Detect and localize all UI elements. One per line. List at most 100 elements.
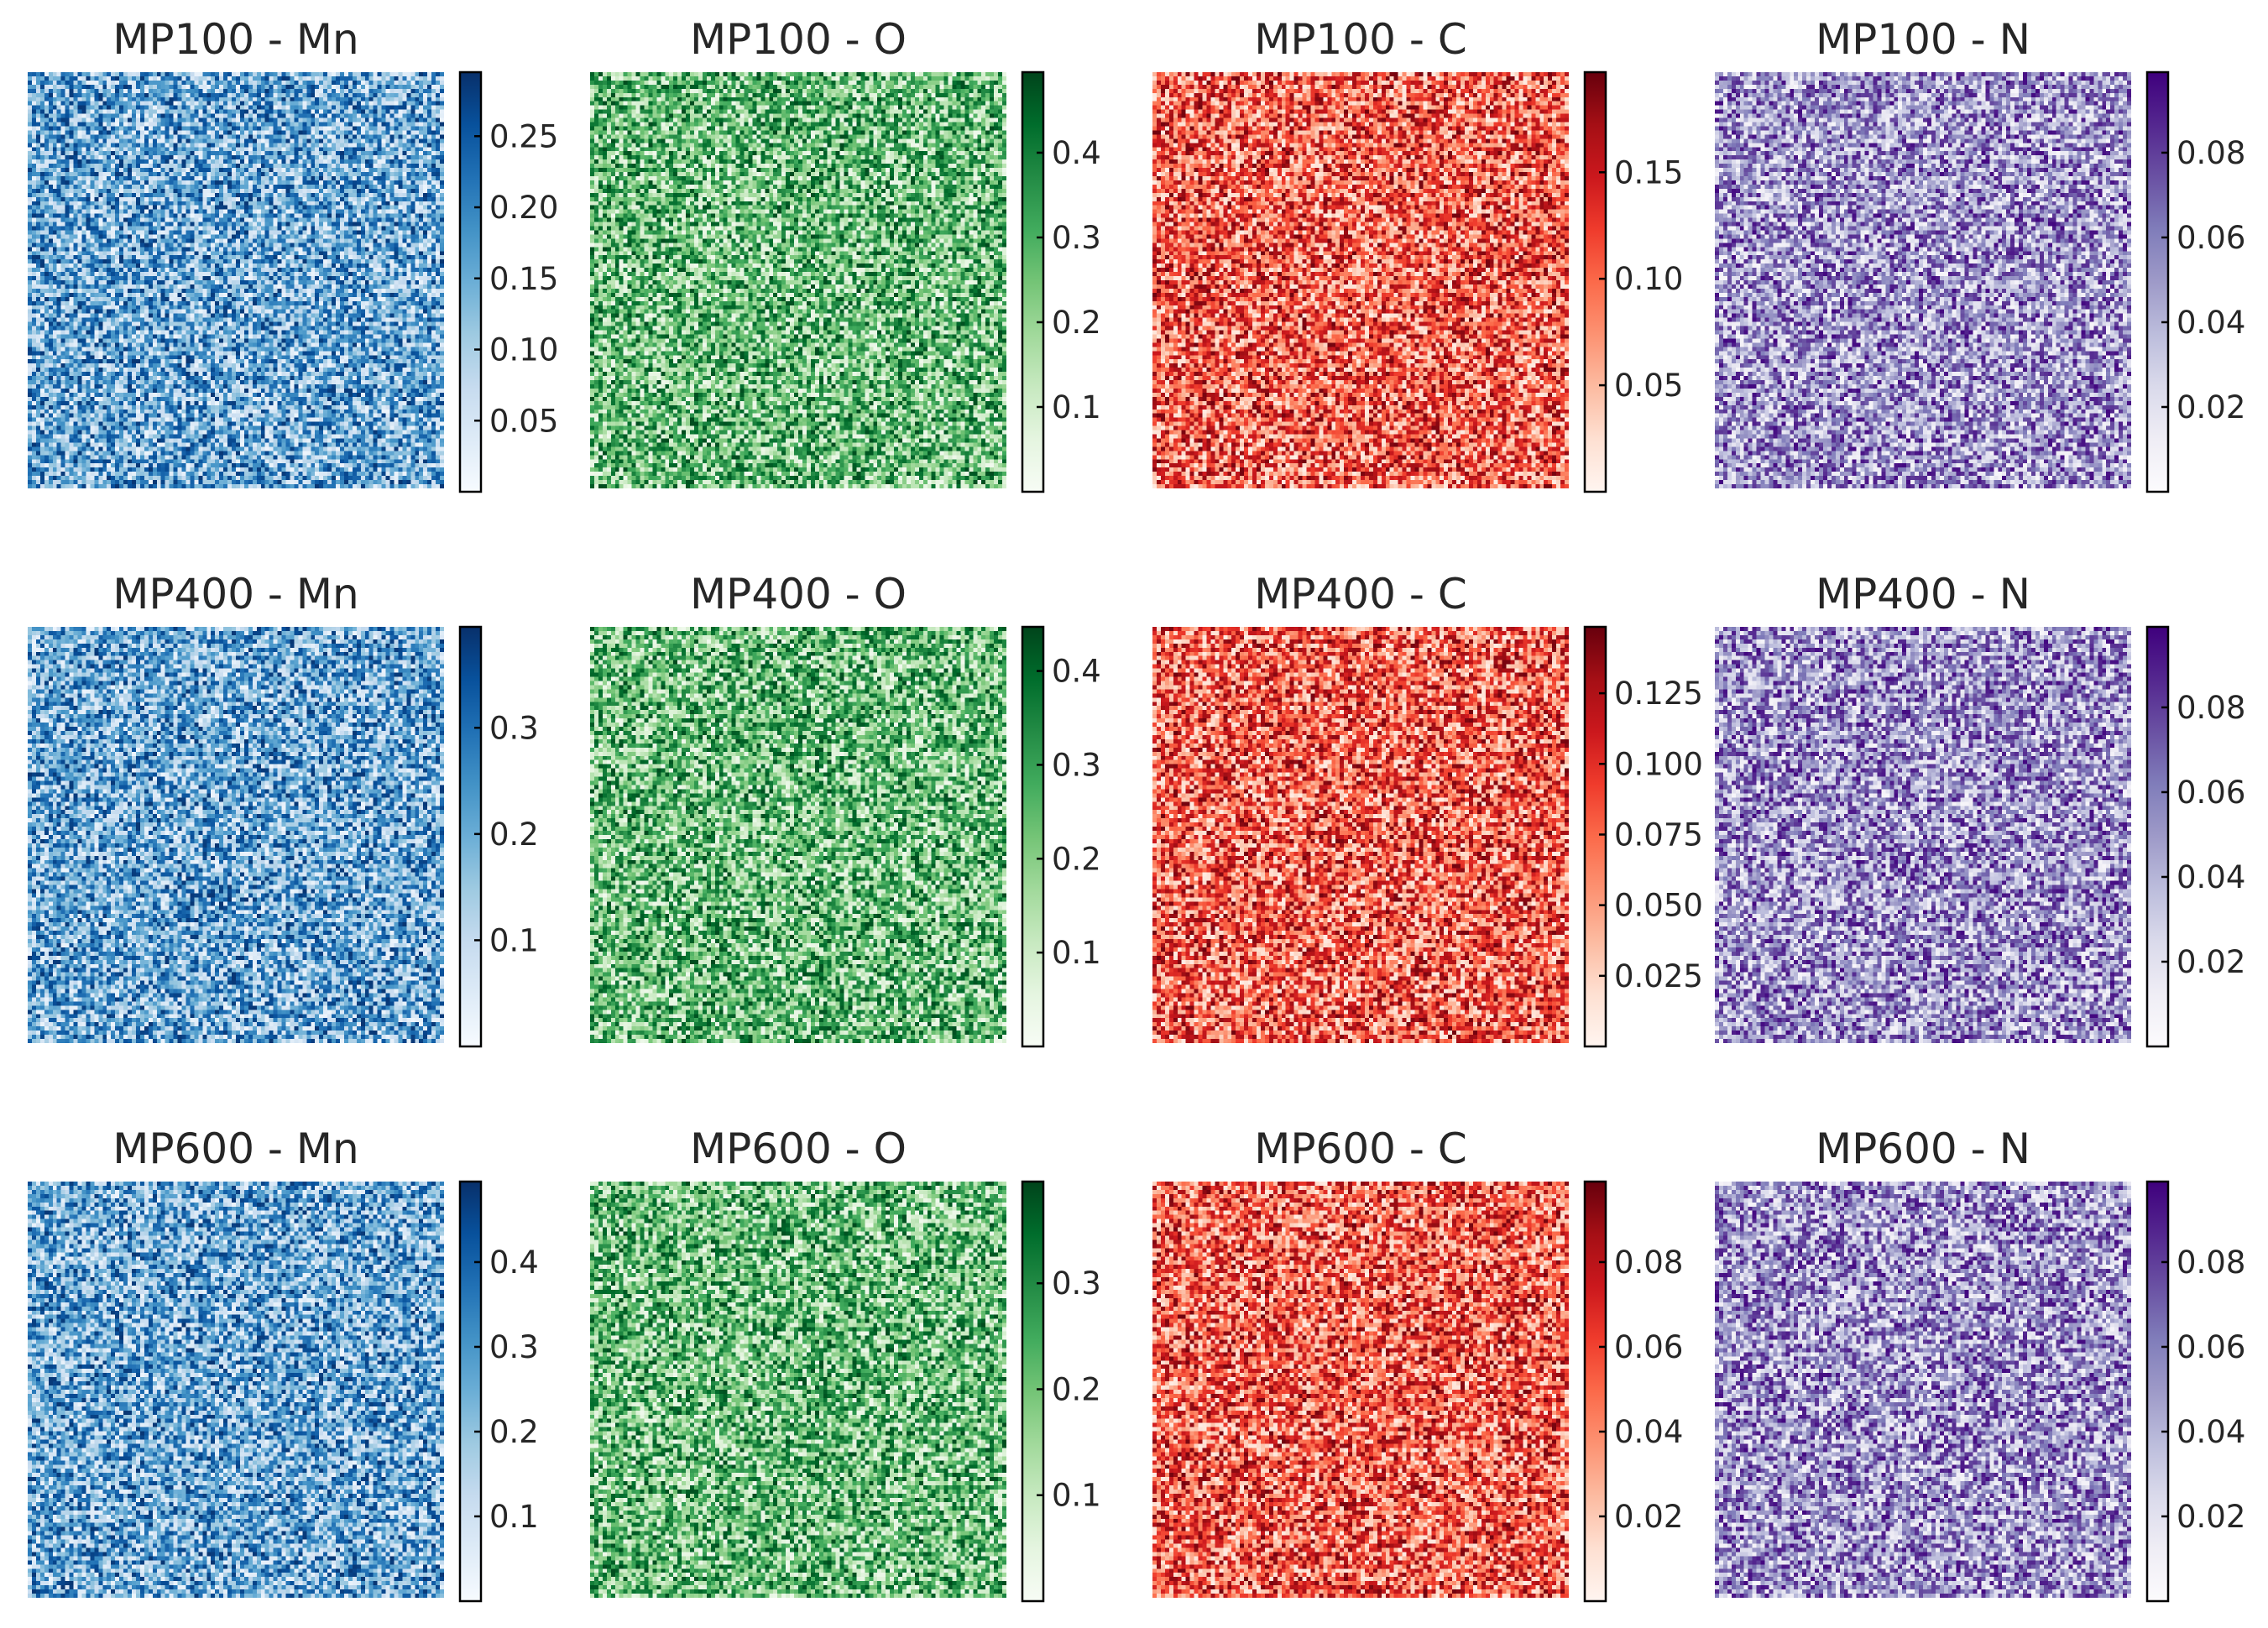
- colorbar: [1022, 72, 1043, 492]
- panel-title: MP400 - Mn: [112, 570, 358, 618]
- colorbar-tick-label: 0.02: [2177, 944, 2245, 980]
- panel-title: MP600 - C: [1254, 1124, 1466, 1173]
- colorbar: [460, 1182, 481, 1601]
- colorbar: [460, 72, 481, 492]
- colorbar-tick-label: 0.04: [2177, 859, 2245, 895]
- colorbar: [2147, 627, 2168, 1046]
- panel-mp600-n: MP600 - N 0.02 0.04 0.06 0.08: [1715, 1124, 2245, 1603]
- colorbar: [2147, 1182, 2168, 1601]
- colorbar: [1585, 72, 1606, 492]
- colorbar-tick-label: 0.2: [1052, 305, 1101, 341]
- colorbar-tick-label: 0.2: [1052, 841, 1101, 877]
- heatmap: [1152, 627, 1569, 1043]
- colorbar: [1022, 1182, 1043, 1601]
- heatmap: [590, 72, 1006, 488]
- colorbar-tick-label: 0.06: [2177, 775, 2245, 811]
- colorbar-frame: [458, 70, 483, 493]
- heatmap: [1715, 627, 2131, 1043]
- panel-title: MP600 - N: [1816, 1124, 2030, 1173]
- colorbar-tick-label: 0.08: [2177, 690, 2245, 726]
- colorbar-tick-label: 0.3: [1052, 747, 1101, 783]
- panel-mp400-n: MP400 - N 0.02 0.04 0.06 0.08: [1715, 570, 2245, 1048]
- colorbar-frame: [2145, 1180, 2170, 1603]
- colorbar-frame: [1583, 1180, 1607, 1603]
- panel-mp600-o: MP600 - O 0.1 0.2 0.3: [590, 1124, 1101, 1603]
- panel-title: MP100 - N: [1816, 15, 2030, 64]
- colorbar: [2147, 72, 2168, 492]
- colorbar-frame: [2145, 70, 2170, 493]
- colorbar-tick-label: 0.4: [1052, 654, 1101, 690]
- colorbar-tick-label: 0.1: [1052, 1478, 1101, 1514]
- colorbar-frame: [2145, 625, 2170, 1048]
- panel-mp400-o: MP400 - O 0.1 0.2 0.3 0.4: [590, 570, 1101, 1048]
- colorbar-tick-label: 0.2: [1052, 1371, 1101, 1407]
- colorbar-frame: [1021, 70, 1045, 493]
- colorbar-frame: [1021, 625, 1045, 1048]
- panel-title: MP100 - Mn: [112, 15, 358, 64]
- panel-title: MP600 - O: [690, 1124, 907, 1173]
- colorbar-tick-label: 0.2: [489, 817, 539, 853]
- colorbar-tick-label: 0.4: [489, 1244, 539, 1281]
- panel-title: MP400 - O: [690, 570, 907, 618]
- colorbar-tick-label: 0.2: [489, 1414, 539, 1450]
- colorbar-tick-label: 0.05: [489, 403, 558, 439]
- heatmap: [28, 627, 444, 1043]
- colorbar-tick-label: 0.1: [489, 1499, 539, 1535]
- panel-mp100-n: MP100 - N 0.02 0.04 0.06 0.08: [1715, 15, 2245, 493]
- colorbar-tick-label: 0.100: [1614, 746, 1703, 782]
- colorbar-tick-label: 0.20: [489, 190, 558, 226]
- colorbar-frame: [458, 625, 483, 1048]
- colorbar-frame: [458, 1180, 483, 1603]
- panel-mp100-mn: MP100 - Mn 0.05 0.10 0.15 0.20 0.25: [28, 15, 558, 493]
- heatmap: [1715, 72, 2131, 488]
- panel-mp400-mn: MP400 - Mn 0.1 0.2 0.3: [28, 570, 539, 1048]
- colorbar-tick-label: 0.1: [489, 922, 539, 958]
- colorbar-frame: [1583, 625, 1607, 1048]
- colorbar-tick-label: 0.06: [2177, 220, 2245, 256]
- colorbar-tick-label: 0.06: [1614, 1329, 1683, 1365]
- panel-mp100-c: MP100 - C 0.05 0.10 0.15: [1152, 15, 1683, 493]
- colorbar-tick-label: 0.025: [1614, 958, 1703, 994]
- colorbar-tick-label: 0.02: [2177, 1499, 2245, 1535]
- colorbar-tick-label: 0.1: [1052, 935, 1101, 971]
- heatmap: [1152, 1182, 1569, 1598]
- colorbar-tick-label: 0.1: [1052, 389, 1101, 425]
- panel-mp100-o: MP100 - O 0.1 0.2 0.3 0.4: [590, 15, 1101, 493]
- colorbar: [460, 627, 481, 1046]
- colorbar-tick-label: 0.08: [2177, 135, 2245, 171]
- panel-title: MP600 - Mn: [112, 1124, 358, 1173]
- colorbar-tick-label: 0.25: [489, 118, 558, 154]
- panel-mp600-c: MP600 - C 0.02 0.04 0.06 0.08: [1152, 1124, 1683, 1603]
- colorbar-tick-label: 0.15: [489, 261, 558, 297]
- heatmap: [28, 1182, 444, 1598]
- colorbar-tick-label: 0.050: [1614, 888, 1703, 924]
- heatmap: [28, 72, 444, 488]
- colorbar-tick-label: 0.04: [2177, 305, 2245, 341]
- colorbar-tick-label: 0.06: [2177, 1329, 2245, 1365]
- colorbar: [1585, 627, 1606, 1046]
- colorbar-tick-label: 0.4: [1052, 135, 1101, 171]
- colorbar-tick-label: 0.15: [1614, 154, 1683, 190]
- colorbar-tick-label: 0.04: [2177, 1414, 2245, 1450]
- panel-title: MP400 - N: [1816, 570, 2030, 618]
- heatmap: [1152, 72, 1569, 488]
- colorbar: [1585, 1182, 1606, 1601]
- colorbar-tick-label: 0.08: [2177, 1244, 2245, 1281]
- colorbar-frame: [1021, 1180, 1045, 1603]
- panel-title: MP400 - C: [1254, 570, 1466, 618]
- colorbar-tick-label: 0.02: [2177, 389, 2245, 425]
- colorbar-frame: [1583, 70, 1607, 493]
- colorbar-tick-label: 0.3: [489, 1329, 539, 1365]
- colorbar-tick-label: 0.02: [1614, 1499, 1683, 1535]
- colorbar-tick-label: 0.075: [1614, 817, 1703, 853]
- panel-title: MP100 - O: [690, 15, 907, 64]
- colorbar-tick-label: 0.125: [1614, 676, 1703, 712]
- colorbar-tick-label: 0.05: [1614, 368, 1683, 404]
- panel-title: MP100 - C: [1254, 15, 1466, 64]
- colorbar-tick-label: 0.3: [1052, 220, 1101, 256]
- panel-mp400-c: MP400 - C 0.025 0.050 0.075 0.100 0.125: [1152, 570, 1703, 1048]
- heatmap: [590, 1182, 1006, 1598]
- heatmap: [1715, 1182, 2131, 1598]
- panel-mp600-mn: MP600 - Mn 0.1 0.2 0.3 0.4: [28, 1124, 539, 1603]
